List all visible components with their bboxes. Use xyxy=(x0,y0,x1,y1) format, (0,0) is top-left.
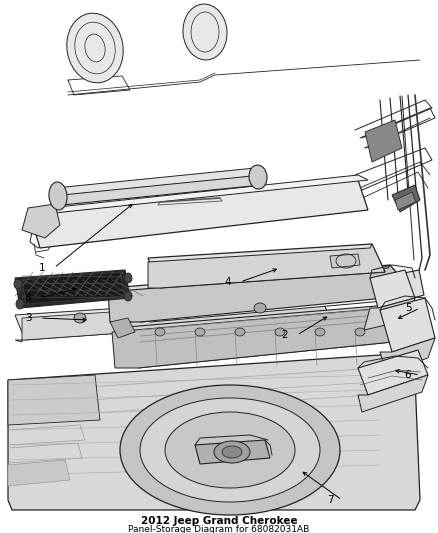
Text: 8: 8 xyxy=(25,293,31,303)
Polygon shape xyxy=(15,295,330,342)
Text: 2012 Jeep Grand Cherokee: 2012 Jeep Grand Cherokee xyxy=(141,516,297,526)
Ellipse shape xyxy=(235,328,245,336)
Ellipse shape xyxy=(355,328,365,336)
Ellipse shape xyxy=(49,182,67,210)
Ellipse shape xyxy=(14,279,22,289)
Polygon shape xyxy=(330,254,360,268)
Polygon shape xyxy=(364,298,415,330)
Polygon shape xyxy=(380,298,435,352)
Ellipse shape xyxy=(140,398,320,502)
Polygon shape xyxy=(115,305,412,368)
Polygon shape xyxy=(22,204,60,238)
Polygon shape xyxy=(148,244,385,288)
Text: 4: 4 xyxy=(225,277,231,287)
Text: 7: 7 xyxy=(327,495,333,505)
Ellipse shape xyxy=(155,328,165,336)
Polygon shape xyxy=(108,265,415,322)
Polygon shape xyxy=(30,180,368,248)
Text: Panel-Storage Diagram for 68082031AB: Panel-Storage Diagram for 68082031AB xyxy=(128,526,310,533)
Polygon shape xyxy=(8,375,100,425)
Polygon shape xyxy=(110,318,135,338)
Polygon shape xyxy=(379,270,424,308)
Polygon shape xyxy=(30,175,368,215)
Polygon shape xyxy=(8,355,420,510)
Ellipse shape xyxy=(74,313,86,323)
Polygon shape xyxy=(55,168,262,195)
Text: 6: 6 xyxy=(405,370,411,380)
Polygon shape xyxy=(392,185,420,212)
Ellipse shape xyxy=(315,328,325,336)
Text: 5: 5 xyxy=(405,303,411,313)
Polygon shape xyxy=(15,295,330,340)
Polygon shape xyxy=(380,338,435,372)
Polygon shape xyxy=(195,440,270,464)
Polygon shape xyxy=(365,120,402,162)
Polygon shape xyxy=(22,272,124,304)
Ellipse shape xyxy=(16,299,24,309)
Polygon shape xyxy=(55,175,262,205)
Ellipse shape xyxy=(124,291,132,301)
Ellipse shape xyxy=(120,385,340,515)
Polygon shape xyxy=(8,460,70,486)
Polygon shape xyxy=(370,270,415,308)
Ellipse shape xyxy=(222,446,242,458)
Ellipse shape xyxy=(254,303,266,313)
Polygon shape xyxy=(15,270,130,308)
Polygon shape xyxy=(388,298,418,318)
Polygon shape xyxy=(148,244,385,288)
Ellipse shape xyxy=(249,165,267,189)
Ellipse shape xyxy=(124,273,132,283)
Polygon shape xyxy=(110,265,415,322)
Ellipse shape xyxy=(165,412,295,488)
Polygon shape xyxy=(128,273,395,322)
Ellipse shape xyxy=(183,4,227,60)
Text: 2: 2 xyxy=(282,330,288,340)
Polygon shape xyxy=(395,192,416,210)
Polygon shape xyxy=(358,350,428,395)
Polygon shape xyxy=(358,375,428,412)
Polygon shape xyxy=(112,305,412,368)
Ellipse shape xyxy=(195,328,205,336)
Text: 1: 1 xyxy=(39,263,45,273)
Ellipse shape xyxy=(67,13,123,83)
Ellipse shape xyxy=(214,441,250,463)
Text: 3: 3 xyxy=(25,313,31,323)
Ellipse shape xyxy=(275,328,285,336)
